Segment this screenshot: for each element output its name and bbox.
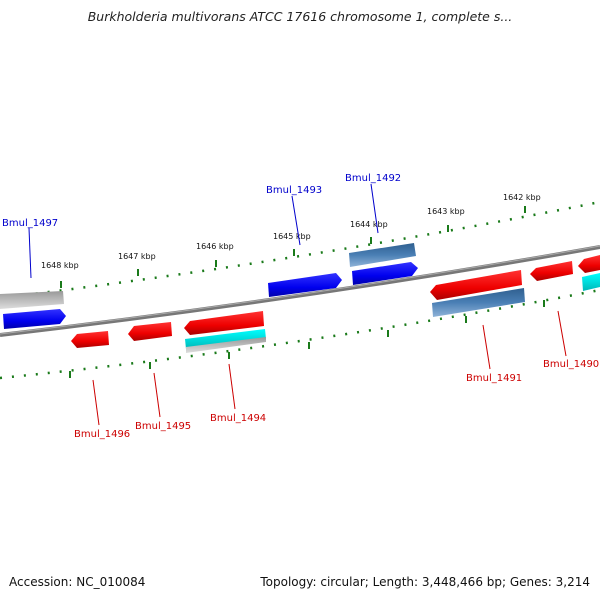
scale-label-1646: 1646 kbp	[196, 242, 234, 251]
scale-label-1645: 1645 kbp	[273, 232, 311, 241]
gene-label-bmul-1496[interactable]: Bmul_1496	[74, 429, 130, 440]
gene-arrow-bmul-1491[interactable]	[430, 270, 522, 300]
grey-feature-outer[interactable]	[0, 291, 64, 309]
gene-arrow-bmul-1492[interactable]	[352, 262, 418, 285]
steel-feature-outer[interactable]	[349, 243, 416, 267]
scale-label-1642: 1642 kbp	[503, 193, 541, 202]
leader-line-bmul-1493	[291, 195, 301, 246]
leader-line-bmul-1495	[153, 372, 161, 418]
gene-arrow-bmul-1497[interactable]	[3, 309, 66, 329]
leader-line-bmul-1494	[228, 363, 236, 410]
genome-summary: Topology: circular; Length: 3,448,466 bp…	[260, 575, 590, 589]
scale-label-1647: 1647 kbp	[118, 252, 156, 261]
gene-label-bmul-1494[interactable]: Bmul_1494	[210, 413, 266, 424]
gene-arrow-bmul-1496[interactable]	[71, 331, 109, 348]
accession-text: Accession: NC_010084	[9, 575, 146, 589]
gene-label-bmul-1490[interactable]: Bmul_1490	[543, 359, 599, 370]
gene-label-bmul-1493[interactable]: Bmul_1493	[266, 185, 322, 196]
leader-line-bmul-1497	[28, 227, 32, 279]
map-title: Burkholderia multivorans ATCC 17616 chro…	[87, 9, 513, 24]
leader-line-bmul-1490	[557, 310, 567, 357]
scale-label-1643: 1643 kbp	[427, 207, 465, 216]
gene-label-bmul-1492[interactable]: Bmul_1492	[345, 173, 401, 184]
scale-label-1648: 1648 kbp	[41, 261, 79, 270]
chromosome-backbone	[0, 245, 600, 337]
steel-feature-inner[interactable]	[432, 288, 525, 317]
cyan-feature-edge[interactable]	[582, 273, 600, 291]
gene-arrow-bmul-1490[interactable]	[530, 261, 573, 281]
leader-line-bmul-1491	[482, 324, 491, 370]
leader-line-bmul-1496	[92, 379, 100, 426]
leader-line-bmul-1492	[370, 183, 379, 234]
grey-feature-inner[interactable]	[186, 337, 266, 353]
gene-label-bmul-1497[interactable]: Bmul_1497	[2, 218, 58, 229]
gene-arrow-bmul-1494[interactable]	[184, 311, 264, 335]
inner-scale-track	[0, 288, 600, 380]
scale-label-1644: 1644 kbp	[350, 220, 388, 229]
gene-arrow-bmul-1495[interactable]	[128, 322, 172, 341]
major-ticks	[60, 206, 545, 378]
gene-arrow-bmul-1493[interactable]	[268, 273, 342, 297]
red-feature-edge[interactable]	[578, 255, 600, 273]
gene-label-bmul-1491[interactable]: Bmul_1491	[466, 373, 522, 384]
cyan-feature-inner[interactable]	[185, 329, 266, 349]
gene-label-bmul-1495[interactable]: Bmul_1495	[135, 421, 191, 432]
outer-scale-track	[0, 200, 600, 300]
